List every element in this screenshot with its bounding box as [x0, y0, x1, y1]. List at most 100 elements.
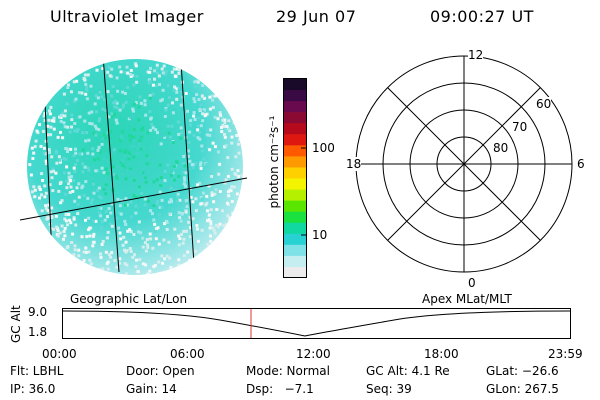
speckle — [125, 263, 129, 267]
speckle — [110, 115, 114, 119]
speckle — [215, 223, 219, 227]
speckle — [124, 149, 128, 153]
speckle — [138, 139, 142, 143]
speckle — [132, 83, 136, 87]
color-bar-band — [284, 134, 306, 146]
speckle — [106, 267, 110, 271]
speckle — [159, 176, 163, 180]
speckle — [211, 94, 214, 98]
speckle — [137, 145, 141, 149]
speckle — [40, 209, 44, 213]
info-glon: GLon: 267.5 — [486, 382, 559, 396]
speckle — [197, 239, 200, 243]
speckle — [47, 151, 51, 155]
speckle — [124, 100, 128, 104]
speckle — [175, 67, 179, 71]
polar-plot[interactable] — [340, 46, 590, 296]
speckle — [208, 133, 212, 137]
info-door: Door: Open — [126, 364, 195, 378]
speckle — [51, 227, 55, 231]
speckle — [200, 149, 204, 153]
speckle — [162, 64, 166, 68]
speckle — [118, 257, 122, 261]
speckle — [210, 191, 214, 195]
speckle — [141, 176, 145, 180]
speckle — [177, 71, 181, 75]
speckle — [107, 253, 111, 257]
speckle — [187, 141, 191, 144]
speckle — [179, 219, 183, 223]
speckle — [95, 127, 99, 131]
speckle — [209, 208, 213, 212]
speckle — [163, 115, 167, 118]
speckle — [60, 199, 64, 203]
color-bar-band — [284, 178, 306, 191]
speckle — [183, 203, 186, 207]
speckle — [63, 114, 67, 118]
speckle — [80, 152, 84, 156]
color-bar-band — [284, 79, 306, 91]
speckle — [227, 194, 231, 198]
speckle — [228, 219, 232, 223]
speckle — [211, 98, 215, 102]
speckle — [199, 202, 203, 206]
speckle — [115, 265, 119, 269]
speckle — [144, 180, 148, 184]
speckle — [86, 196, 90, 200]
speckle — [129, 69, 133, 72]
speckle — [52, 119, 56, 123]
speckle — [226, 201, 229, 205]
time-label: 09:00:27 UT — [430, 7, 534, 26]
timeline-y-bottom: 1.8 — [28, 325, 48, 339]
speckle — [156, 200, 160, 203]
speckle — [63, 109, 67, 113]
speckle — [148, 94, 152, 98]
speckle — [89, 262, 93, 266]
speckle — [200, 94, 204, 98]
speckle — [235, 134, 239, 137]
speckle — [131, 73, 135, 77]
speckle — [127, 134, 131, 137]
speckle — [148, 269, 152, 273]
speckle — [149, 203, 153, 207]
speckle — [134, 62, 138, 66]
speckle — [181, 170, 185, 174]
color-bar-band — [284, 145, 306, 157]
speckle — [69, 179, 73, 183]
speckle — [101, 67, 105, 70]
speckle — [124, 240, 128, 244]
speckle — [144, 113, 148, 117]
speckle — [173, 74, 177, 78]
geographic-image[interactable] — [15, 50, 255, 280]
speckle — [139, 170, 142, 174]
speckle — [177, 211, 181, 215]
speckle — [55, 225, 59, 229]
speckle — [67, 83, 70, 87]
speckle — [99, 150, 102, 154]
speckle — [123, 219, 127, 223]
speckle — [65, 102, 69, 106]
speckle — [87, 138, 91, 142]
speckle — [206, 209, 209, 213]
speckle — [149, 66, 152, 70]
speckle — [237, 151, 241, 155]
speckle — [200, 144, 204, 148]
speckle — [81, 131, 85, 135]
speckle — [217, 150, 220, 154]
speckle — [171, 267, 175, 271]
speckle — [134, 211, 138, 215]
speckle — [216, 236, 220, 240]
speckle — [163, 222, 166, 226]
color-bar-unit-label: photon cm⁻²s⁻¹ — [267, 115, 281, 209]
speckle — [78, 152, 82, 156]
speckle — [102, 171, 106, 175]
speckle — [55, 161, 59, 165]
speckle — [42, 114, 46, 118]
speckle — [114, 217, 118, 221]
speckle — [119, 160, 123, 164]
speckle — [67, 175, 71, 179]
speckle — [131, 109, 135, 113]
timeline-plot[interactable] — [60, 304, 574, 344]
speckle — [141, 171, 145, 175]
speckle — [62, 237, 65, 241]
